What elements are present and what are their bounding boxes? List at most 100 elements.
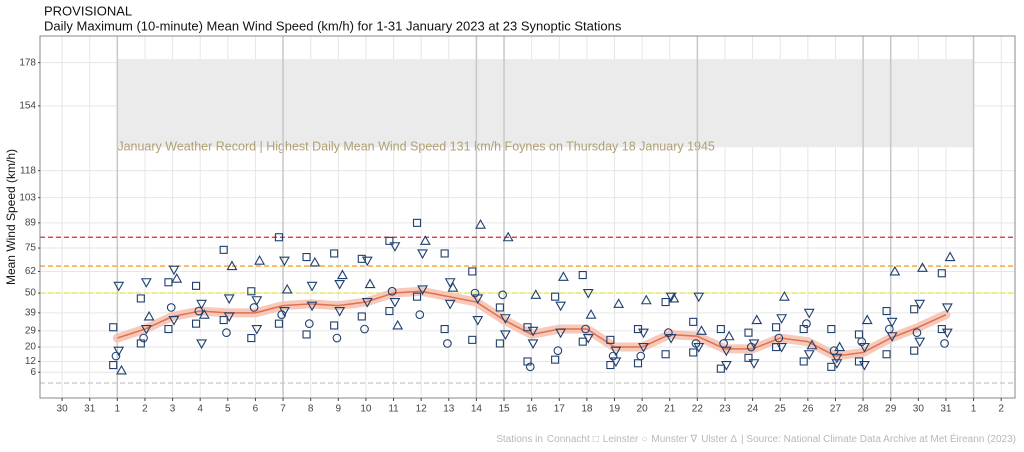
y-tick-label: 50 <box>25 288 37 299</box>
marker-triangle-down <box>113 346 125 357</box>
marker-square <box>440 325 449 334</box>
marker-square <box>192 281 201 290</box>
marker-triangle-down <box>196 299 208 310</box>
marker-square <box>689 317 698 326</box>
y-tick-label: 103 <box>19 192 36 203</box>
x-tick-label: 7 <box>280 404 286 415</box>
marker-triangle-down <box>555 301 567 312</box>
x-tick-label: 30 <box>913 404 925 415</box>
marker-triangle-up <box>226 260 238 271</box>
marker-square <box>109 323 118 332</box>
marker-circle <box>774 333 784 343</box>
x-tick-label: 10 <box>360 404 372 415</box>
marker-triangle-down <box>914 337 926 348</box>
x-tick-label: 5 <box>225 404 231 415</box>
legend-symbol: ○ <box>641 434 647 445</box>
marker-triangle-down <box>334 307 346 317</box>
marker-square <box>136 339 145 348</box>
x-tick-label: 15 <box>498 404 510 415</box>
marker-triangle-down <box>693 292 705 303</box>
marker-triangle-down <box>140 278 152 288</box>
marker-triangle-down <box>168 265 180 276</box>
marker-triangle-up <box>778 291 790 301</box>
marker-triangle-down <box>417 285 428 296</box>
marker-triangle-up <box>281 283 293 294</box>
marker-triangle-down <box>251 325 263 335</box>
marker-square <box>247 334 256 343</box>
marker-square <box>606 361 615 370</box>
x-tick-label: 18 <box>581 404 593 415</box>
marker-triangle-down <box>748 359 760 369</box>
x-tick-label: 4 <box>197 404 203 415</box>
y-tick-label: 6 <box>30 367 36 378</box>
provisional-label: PROVISIONAL <box>44 3 132 18</box>
marker-square <box>744 328 753 337</box>
x-tick-label: 31 <box>940 404 952 415</box>
marker-triangle-up <box>613 298 625 308</box>
marker-square <box>910 346 919 355</box>
x-tick-label: 26 <box>802 404 814 415</box>
marker-triangle-up <box>723 330 735 341</box>
marker-triangle-up <box>392 319 404 330</box>
marker-square <box>606 335 615 344</box>
marker-circle <box>139 333 148 343</box>
marker-triangle-up <box>668 292 680 303</box>
y-tick-label: 118 <box>20 165 36 176</box>
marker-triangle-down <box>803 308 815 319</box>
legend-entry: Connacht <box>547 434 590 445</box>
marker-triangle-up <box>751 314 763 325</box>
marker-square <box>578 271 587 280</box>
marker-triangle-down <box>859 343 870 353</box>
marker-triangle-down <box>444 299 456 310</box>
marker-square <box>330 249 339 258</box>
y-tick-label: 29 <box>25 325 37 336</box>
marker-square <box>136 294 145 303</box>
trend-line <box>117 290 947 357</box>
x-tick-label: 22 <box>692 404 704 415</box>
x-tick-label: 12 <box>416 404 428 415</box>
marker-circle <box>222 328 231 338</box>
marker-triangle-down <box>831 353 843 364</box>
marker-triangle-down <box>196 339 208 350</box>
marker-square <box>882 350 891 359</box>
marker-triangle-down <box>914 299 926 310</box>
marker-triangle-down <box>361 298 373 308</box>
marker-triangle-up <box>198 309 210 319</box>
marker-square <box>440 249 449 258</box>
marker-triangle-up <box>861 314 873 325</box>
x-tick-label: 11 <box>388 404 399 415</box>
x-tick-label: 17 <box>554 404 566 415</box>
marker-triangle-up <box>530 289 542 299</box>
marker-square <box>827 325 836 334</box>
marker-triangle-down <box>306 281 318 292</box>
y-tick-label: 20 <box>25 342 37 353</box>
marker-triangle-down <box>555 328 567 339</box>
source-note: | Source: National Climate Data Archive … <box>741 432 1016 445</box>
marker-triangle-down <box>168 316 180 326</box>
marker-triangle-down <box>472 316 484 326</box>
marker-triangle-down <box>886 317 898 328</box>
marker-square <box>274 319 283 328</box>
x-tick-label: 30 <box>57 404 69 415</box>
x-tick-label: 1 <box>115 404 121 415</box>
marker-square <box>661 350 670 359</box>
marker-triangle-down <box>223 312 235 323</box>
marker-triangle-down <box>720 361 732 371</box>
marker-circle <box>553 346 563 356</box>
legend-symbol: Δ <box>730 434 737 445</box>
marker-triangle-down <box>389 298 401 308</box>
marker-circle <box>415 310 425 320</box>
marker-triangle-up <box>834 341 846 352</box>
marker-triangle-down <box>665 292 677 303</box>
x-tick-label: 14 <box>471 404 483 415</box>
marker-triangle-down <box>610 357 622 368</box>
marker-square <box>799 357 808 366</box>
y-tick-label: 89 <box>25 217 37 228</box>
marker-square <box>716 325 725 334</box>
marker-circle <box>525 362 535 372</box>
marker-square <box>164 278 173 287</box>
marker-triangle-up <box>502 231 514 242</box>
x-tick-label: 8 <box>308 404 314 415</box>
marker-square <box>716 364 725 373</box>
y-tick-label: 12 <box>25 356 37 367</box>
